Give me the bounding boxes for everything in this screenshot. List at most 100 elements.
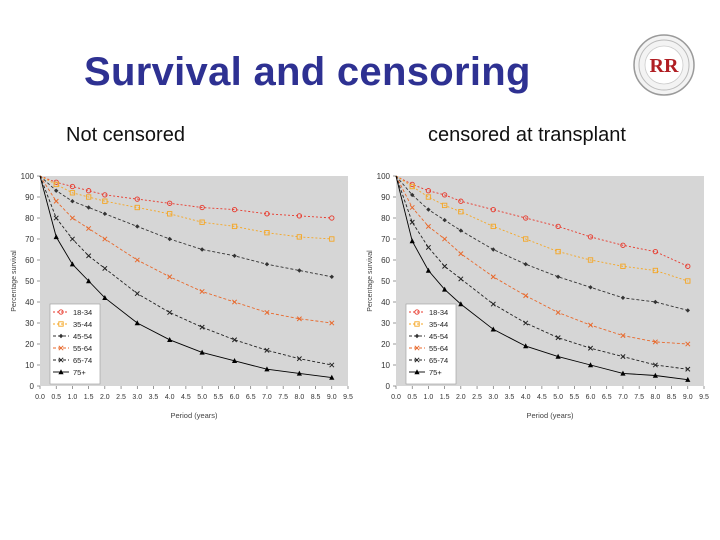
data-point — [329, 374, 335, 380]
y-tick-label: 40 — [381, 298, 390, 307]
data-point — [587, 322, 594, 328]
data-point — [523, 293, 529, 299]
data-point — [409, 204, 415, 211]
data-point — [490, 326, 496, 332]
x-tick-label: 5.5 — [213, 394, 223, 401]
legend-marker — [414, 333, 420, 339]
legend-marker — [58, 333, 64, 339]
chart-censored-at-transplant: 0 10 20 30 40 50 60 70 80 90 100 0.0 0.5 1.0 1.5 2.0 2.5… — [367, 172, 709, 420]
legend-label: 65-74 — [429, 356, 448, 365]
data-point — [69, 236, 75, 242]
x-tick-label: 4.5 — [537, 394, 547, 401]
legend-label: 18-34 — [429, 308, 448, 317]
data-point — [231, 223, 238, 230]
x-tick-label: 1.5 — [84, 394, 94, 401]
legend-label: 18-34 — [73, 308, 92, 317]
x-axis-label: Period (years) — [170, 411, 218, 420]
data-point — [329, 362, 335, 368]
data-point — [458, 228, 464, 233]
data-point — [555, 309, 561, 316]
data-point — [231, 337, 238, 343]
y-tick-label: 20 — [381, 340, 390, 349]
data-point — [86, 225, 92, 232]
data-point — [490, 206, 496, 213]
data-point — [69, 215, 75, 221]
data-point — [85, 188, 92, 194]
legend-marker — [58, 321, 64, 327]
data-point — [53, 181, 59, 188]
data-point — [458, 251, 464, 257]
data-point — [329, 320, 335, 326]
data-point — [54, 188, 59, 193]
data-point — [69, 183, 76, 190]
series-line — [39, 175, 332, 219]
legend-marker — [58, 357, 64, 363]
data-point — [134, 196, 140, 202]
data-point — [426, 207, 431, 212]
data-point — [620, 333, 626, 339]
data-point — [425, 188, 432, 194]
y-tick-label: 80 — [25, 214, 34, 223]
logo-seal: RR — [633, 34, 695, 96]
y-axis-label: Percentage survival — [367, 250, 374, 312]
data-point — [458, 198, 464, 204]
legend-label: 55-64 — [73, 344, 92, 353]
legend-box — [405, 303, 457, 385]
x-tick-label: 2.0 — [456, 394, 466, 401]
data-point — [442, 263, 448, 269]
legend-marker — [414, 321, 420, 327]
x-tick-label: 8.5 — [311, 394, 321, 401]
data-point — [685, 263, 691, 269]
x-tick-label: 2.5 — [116, 394, 126, 401]
legend-label: 75+ — [73, 368, 86, 377]
x-tick-label: 9.0 — [327, 394, 337, 401]
data-point — [441, 202, 448, 209]
data-point — [264, 347, 270, 353]
y-tick-label: 30 — [381, 319, 390, 328]
data-point — [135, 224, 140, 229]
data-point — [442, 236, 448, 242]
data-point — [199, 288, 205, 295]
x-tick-label: 5.0 — [553, 394, 563, 401]
data-point — [523, 262, 528, 267]
data-point — [86, 278, 92, 284]
series-line — [39, 175, 332, 278]
series-35-44 — [395, 175, 691, 284]
legend-marker — [58, 345, 64, 351]
x-tick-label: 6.0 — [230, 394, 240, 401]
x-tick-label: 0.5 — [51, 394, 61, 401]
slide-title: Survival and censoring — [84, 50, 531, 94]
data-point — [410, 192, 415, 198]
data-point — [425, 194, 432, 200]
data-point — [620, 354, 626, 360]
y-tick-label: 100 — [21, 172, 35, 181]
data-point — [167, 200, 173, 206]
data-point — [425, 267, 432, 273]
series-65-74 — [39, 175, 335, 368]
y-tick-label: 50 — [381, 277, 390, 286]
x-axis-label: Period (years) — [526, 411, 574, 420]
data-point — [231, 206, 238, 213]
data-point — [102, 192, 108, 198]
x-tick-label: 7.5 — [278, 394, 288, 401]
x-tick-label: 7.0 — [262, 394, 272, 401]
data-point — [167, 274, 173, 280]
series-line — [395, 175, 688, 311]
data-point — [167, 309, 173, 316]
data-point — [587, 257, 594, 263]
data-point — [53, 198, 59, 204]
y-tick-label: 60 — [25, 256, 34, 265]
data-point — [458, 209, 464, 215]
data-point — [199, 324, 205, 330]
x-tick-label: 8.5 — [667, 394, 677, 401]
data-point — [329, 274, 334, 279]
data-point — [231, 299, 238, 305]
data-point — [199, 204, 205, 211]
data-point — [53, 215, 59, 221]
data-point — [102, 198, 108, 204]
data-point — [587, 345, 594, 351]
series-18-34 — [39, 175, 335, 221]
x-tick-label: 6.5 — [602, 394, 612, 401]
x-tick-label: 3.5 — [149, 394, 159, 401]
data-point — [490, 223, 496, 230]
